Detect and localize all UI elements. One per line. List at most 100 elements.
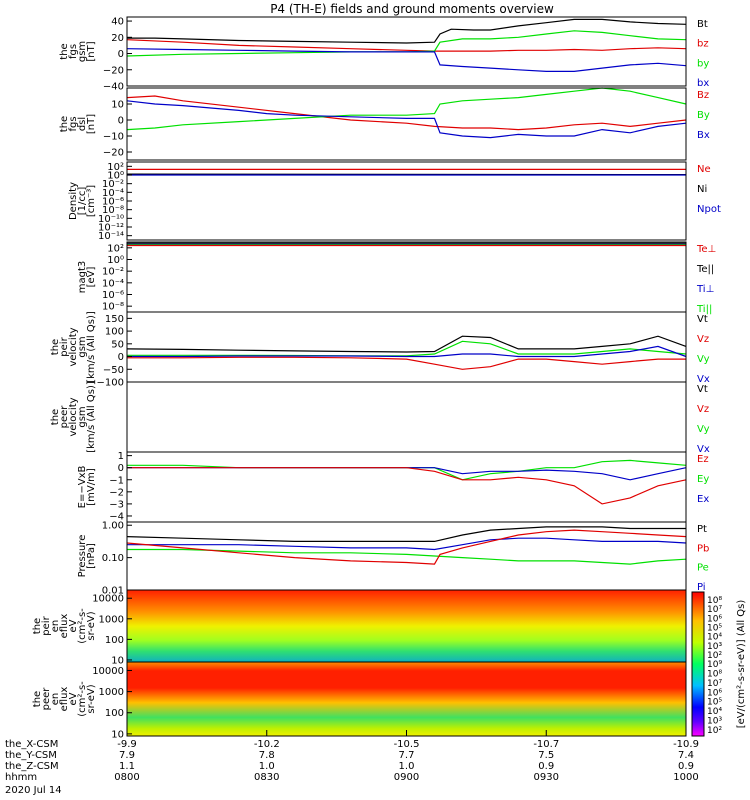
colorbar-tick-label: 10² bbox=[707, 651, 722, 661]
y-axis-label: peir bbox=[59, 336, 70, 356]
y-axis-label: [cm⁻³] bbox=[86, 185, 97, 217]
y-tick-label: 150 bbox=[105, 314, 124, 325]
y-axis-label: Pressure bbox=[77, 535, 88, 578]
x-axis-row-value: 7.4 bbox=[678, 750, 694, 761]
legend-entry: bx bbox=[697, 78, 709, 89]
legend-entry: Bx bbox=[697, 130, 710, 141]
x-axis-row-value: 7.7 bbox=[399, 750, 415, 761]
y-tick-label: 10⁻⁶ bbox=[102, 290, 124, 301]
series-line-peir-velocity-1 bbox=[127, 340, 687, 357]
y-axis-label: [nPa] bbox=[86, 543, 97, 569]
y-tick-label: 10⁻¹⁰ bbox=[98, 214, 124, 225]
y-tick-label: 50 bbox=[111, 339, 124, 350]
legend-entry: by bbox=[697, 58, 709, 69]
y-tick-label: 10 bbox=[111, 100, 124, 111]
colorbar-tick-label: 10³ bbox=[707, 717, 722, 727]
panel-peir-eflux: 10000 1000 100 10 thepeirenefluxeV(cm²-s-sr-… bbox=[32, 589, 687, 666]
legend-entry: By bbox=[697, 110, 710, 121]
x-axis-row-value: -9.9 bbox=[117, 739, 137, 750]
colorbar-tick-label: 10⁸ bbox=[707, 596, 722, 606]
y-axis-label: the bbox=[59, 116, 70, 132]
legend-entry: Ez bbox=[697, 454, 709, 465]
colorbar-tick-label: 10⁹ bbox=[707, 660, 722, 670]
y-axis-label: (cm²-s- bbox=[77, 608, 88, 644]
panel-frame bbox=[126, 87, 687, 161]
x-axis-row-name: the_X-CSM bbox=[5, 739, 58, 750]
y-tick-label: −50 bbox=[103, 365, 124, 376]
colorbar-tick-label: 10⁷ bbox=[707, 679, 722, 689]
y-axis-label: peir bbox=[41, 615, 52, 635]
y-axis-label: [nT] bbox=[86, 41, 97, 61]
y-tick-label: 40 bbox=[111, 17, 124, 28]
series-line-efield-2 bbox=[127, 467, 687, 505]
y-tick-label: 0 bbox=[118, 116, 124, 127]
series-line-pressure-1 bbox=[127, 537, 687, 551]
y-tick-label: 100 bbox=[105, 708, 124, 719]
legend-entry: Te⊥ bbox=[696, 244, 716, 255]
panel-efield: 10−1−2−3−4 E=−VxB[mV/m] Ez Ey Ex bbox=[77, 451, 709, 523]
series-line-peir-velocity-0 bbox=[126, 335, 687, 353]
series-line-fgs-gsm-1 bbox=[126, 39, 687, 52]
y-axis-label: the bbox=[50, 409, 61, 425]
y-tick-label: 1000 bbox=[99, 687, 124, 698]
y-tick-label: 0 bbox=[118, 463, 124, 474]
legend-entry: Vx bbox=[697, 374, 710, 385]
colorbar-tick-label: 10² bbox=[707, 726, 722, 736]
y-axis-label: the bbox=[32, 691, 43, 707]
series-line-efield-1 bbox=[127, 467, 687, 481]
colorbar-label: [eV/(cm²-s-sr-eV)] (All Qs) bbox=[736, 600, 747, 729]
x-axis-row-value: 0800 bbox=[114, 772, 139, 783]
series-line-fgs-gsm-3 bbox=[126, 48, 687, 73]
y-axis-label: [1/cc] bbox=[77, 187, 88, 216]
y-tick-label: −4 bbox=[109, 511, 124, 522]
colorbar: 10⁸10⁷10⁶10⁵10⁴10³10²10⁹10⁸10⁷10⁶10⁵10⁴1… bbox=[691, 591, 747, 737]
colorbar-tick-label: 10⁴ bbox=[707, 707, 722, 717]
x-axis-row-name: the_Y-CSM bbox=[5, 750, 57, 761]
legend-entry: Vt bbox=[697, 384, 708, 395]
panel-peer-eflux: 10000 1000 100 10 thepeerenefluxeV(cm²-s-sr-… bbox=[32, 661, 687, 740]
y-tick-label: −20 bbox=[103, 65, 124, 76]
y-axis-label: velocity bbox=[68, 327, 79, 366]
y-tick-label: −40 bbox=[103, 82, 124, 93]
series-line-fgs-gsm-2 bbox=[126, 30, 687, 57]
x-axis-annotations: the_X-CSM -9.9 -10.2 -10.5 -10.7 -10.9 the_Y-C… bbox=[5, 730, 699, 783]
legend-entry: Pb bbox=[697, 543, 709, 554]
y-axis-label: [km/s (All Qs)] bbox=[86, 311, 97, 383]
y-axis-label: the bbox=[50, 339, 61, 355]
colorbar-tick-label: 10⁶ bbox=[707, 688, 722, 698]
y-axis-label: the bbox=[59, 43, 70, 59]
date-label: 2020 Jul 14 bbox=[5, 785, 62, 796]
y-tick-label: 10² bbox=[107, 243, 124, 254]
y-tick-label: 0.01 bbox=[102, 586, 124, 597]
series-line-pressure-3 bbox=[126, 529, 687, 565]
y-axis-label: [mV/m] bbox=[86, 468, 97, 506]
series-line-fgs-gsm-0 bbox=[127, 18, 687, 44]
x-axis-row-name: the_Z-CSM bbox=[5, 761, 59, 772]
series-line-fgs-dsl-0 bbox=[126, 95, 687, 131]
legend-entry: Ey bbox=[697, 474, 709, 485]
x-axis-row-value: 0900 bbox=[394, 772, 419, 783]
series-line-fgs-dsl-2 bbox=[126, 100, 687, 139]
spectrogram-peer-eflux bbox=[127, 662, 686, 736]
legend-entry: Vy bbox=[697, 424, 710, 435]
x-axis-row-value: 7.8 bbox=[259, 750, 275, 761]
panel-frame bbox=[126, 381, 687, 453]
y-tick-label: 10⁻² bbox=[102, 179, 124, 190]
y-axis-label: [km/s (All Qs)] bbox=[86, 381, 97, 453]
y-axis-label: en bbox=[50, 693, 61, 706]
series-line-efield-0 bbox=[127, 459, 687, 481]
spectrogram-peir-eflux bbox=[127, 590, 686, 662]
legend-entry: Te|| bbox=[696, 264, 714, 275]
y-tick-label: 100 bbox=[105, 327, 124, 338]
y-tick-label: 20 bbox=[111, 33, 124, 44]
y-axis-label: eflux bbox=[59, 687, 70, 712]
y-axis-label: en bbox=[50, 620, 61, 633]
y-tick-label: 10⁻⁸ bbox=[102, 302, 124, 313]
legend-entry: Vt bbox=[697, 314, 708, 325]
legend-entry: Vy bbox=[697, 354, 710, 365]
colorbar-tick-label: 10³ bbox=[707, 642, 722, 652]
